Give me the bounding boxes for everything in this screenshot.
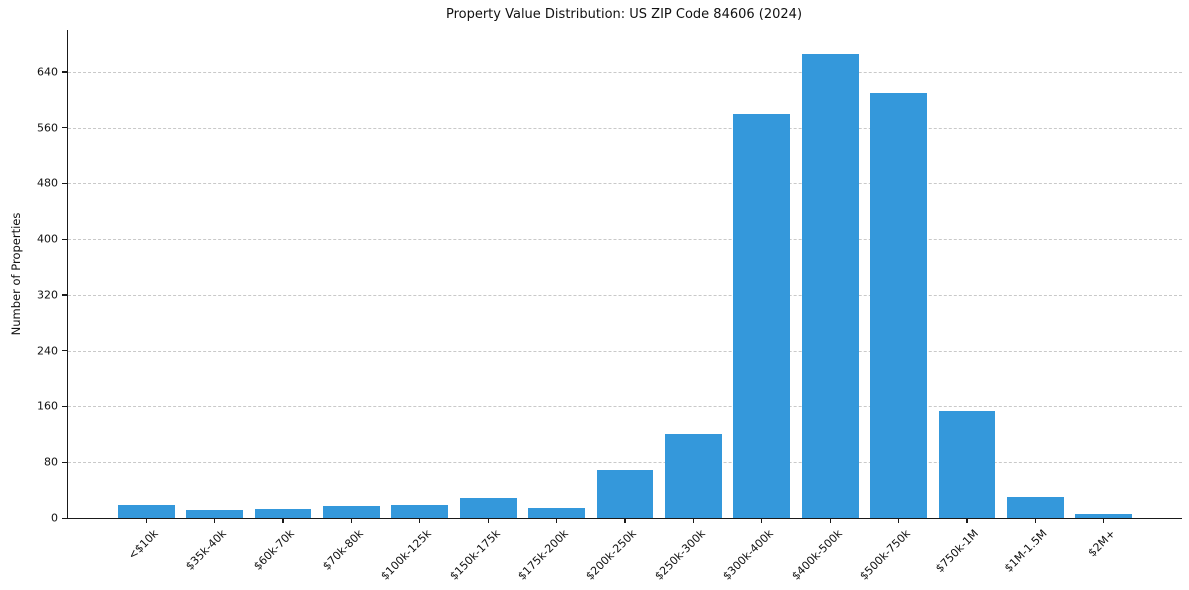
- y-axis-label: Number of Properties: [9, 212, 23, 336]
- y-tick-mark: [62, 350, 67, 352]
- bar-7: [528, 507, 585, 518]
- x-tick-mark: [1034, 518, 1037, 523]
- x-tick-label: $100k-125k: [378, 527, 435, 583]
- chart-title: Property Value Distribution: US ZIP Code…: [445, 7, 803, 22]
- x-tick-mark: [419, 518, 421, 523]
- x-tick-mark: [692, 518, 695, 523]
- bar-6: [459, 498, 517, 518]
- x-tick-label: $60k-70k: [251, 527, 298, 573]
- bar-12: [870, 92, 927, 518]
- x-tick-label: $175k-200k: [515, 527, 571, 583]
- y-tick-label: 80: [44, 455, 58, 469]
- gridline-y-480: [68, 183, 1182, 185]
- bar-4: [323, 506, 380, 518]
- x-tick-label: $35k-40k: [183, 527, 229, 573]
- x-tick-mark: [282, 518, 284, 523]
- x-tick-label: $200k-250k: [583, 527, 640, 583]
- y-tick-mark: [62, 71, 67, 73]
- y-tick-label: 480: [37, 176, 58, 190]
- x-tick-mark: [897, 518, 900, 523]
- y-tick-label: 160: [37, 399, 58, 413]
- gridline-y-560: [68, 127, 1182, 129]
- gridline-y-80: [68, 462, 1182, 464]
- x-tick-label: $1M-1.5M: [1001, 527, 1050, 575]
- plot-area: 0 80 160 240 320 400 480 560 640 <$10k $35k-40k $60…: [37, 30, 1182, 583]
- gridline-y-400: [68, 239, 1182, 241]
- bar-14: [1007, 497, 1064, 518]
- bar-15: [1075, 513, 1133, 518]
- bar-8: [596, 469, 654, 518]
- x-tick-label: $150k-175k: [446, 527, 503, 583]
- x-tick-label: $400k-500k: [788, 527, 845, 583]
- x-tick-label: $70k-80k: [319, 527, 366, 573]
- x-tick-mark: [829, 518, 831, 523]
- gridline-y-320: [68, 294, 1182, 296]
- bar-5: [391, 504, 449, 518]
- gridline-y-160: [68, 406, 1182, 408]
- bar-2: [186, 510, 243, 518]
- y-tick-mark: [62, 182, 67, 185]
- bar-13: [938, 411, 996, 518]
- y-tick-label: 400: [37, 232, 58, 246]
- bar-11: [801, 54, 859, 518]
- y-tick-label: 640: [37, 65, 58, 79]
- x-tick-label: $2M+: [1085, 527, 1119, 560]
- bar-1: [117, 504, 175, 518]
- y-tick-mark: [62, 405, 67, 408]
- x-tick-label: $250k-300k: [651, 527, 708, 583]
- x-tick-mark: [966, 518, 968, 523]
- x-tick-mark: [213, 518, 216, 523]
- x-tick-label: $500k-750k: [857, 527, 913, 583]
- y-tick-label: 240: [37, 344, 58, 358]
- y-tick-mark: [62, 294, 67, 296]
- x-tick-mark: [555, 518, 558, 523]
- y-tick-mark: [62, 127, 67, 129]
- bar-3: [254, 508, 312, 518]
- y-tick-label: 320: [37, 288, 58, 302]
- y-tick-mark: [62, 238, 67, 240]
- y-tick-label: 0: [51, 511, 58, 525]
- x-tick-mark: [350, 518, 353, 523]
- x-tick-mark: [487, 518, 489, 523]
- x-tick-mark: [145, 518, 147, 523]
- y-tick-mark: [62, 517, 67, 519]
- gridline-y-240: [68, 350, 1182, 352]
- gridline-y-640: [68, 71, 1182, 73]
- x-tick-label: $750k-1M: [933, 527, 982, 575]
- bar-10: [733, 113, 791, 518]
- bar-9: [665, 434, 722, 518]
- y-tick-label: 560: [37, 121, 58, 135]
- x-tick-mark: [761, 518, 763, 523]
- x-tick-label: $300k-400k: [720, 527, 777, 583]
- x-tick-mark: [624, 518, 626, 523]
- y-tick-mark: [62, 461, 67, 464]
- x-tick-mark: [1103, 518, 1105, 523]
- x-tick-label: <$10k: [125, 527, 161, 563]
